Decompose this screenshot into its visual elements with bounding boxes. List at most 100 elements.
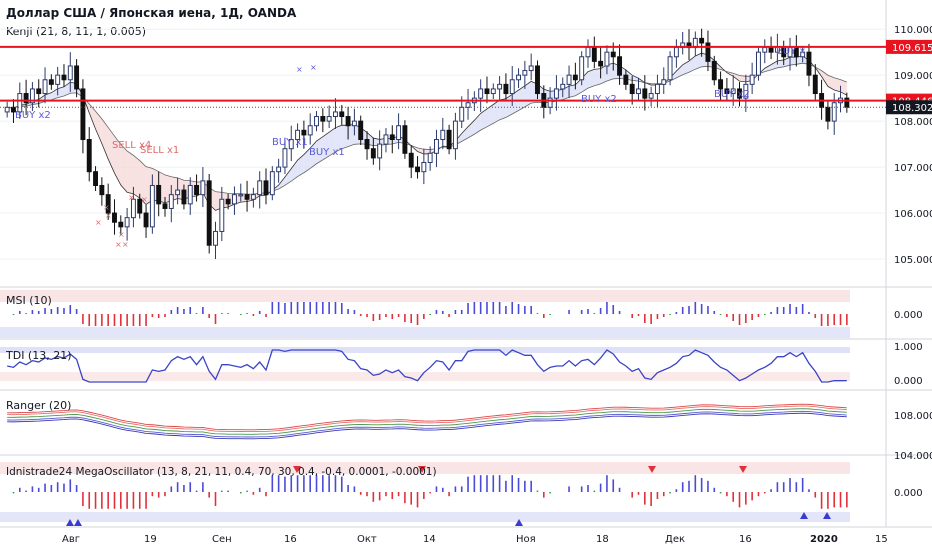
candle-body [112,212,117,223]
slow-ma-line [7,62,847,195]
candle-body [86,139,92,173]
candle-body [383,134,389,145]
candle-body [213,230,218,246]
signal-label-8: BUY x [776,46,805,57]
mega-upper-band [0,462,850,474]
candle-body [831,102,837,122]
candle-body [484,88,490,95]
cloud-segment [322,132,330,160]
candle-body [206,180,212,246]
candle-body [806,51,812,76]
mega-buy-triangle [800,512,808,519]
signal-cross-marker: × [141,195,148,204]
candle-body [762,47,768,53]
candle-body [800,51,806,58]
indicator-panels [0,290,850,526]
mega-sell-triangle [648,466,656,473]
tdi-level-1: 1.000 [894,342,923,353]
candle-body [314,116,319,127]
candle-body [705,42,711,62]
candle-body [654,83,660,95]
candle-body [99,184,105,196]
candle-body [93,171,99,186]
cloud-segment [348,124,355,147]
candle-body [497,83,503,90]
candle-body [389,134,395,141]
candle-body [547,97,553,108]
candle-body [118,221,124,228]
cloud-segment [512,90,519,115]
candle-body [718,79,724,90]
msi-title: MSI (10) [6,294,52,307]
candle-body [459,106,465,122]
cloud-segment [284,168,292,186]
cloud-segment [569,84,576,98]
signal-cross-marker: × [105,211,112,220]
mega-lower-band [0,512,850,522]
cloud-segment [682,60,690,75]
msi-upper-band [0,290,850,302]
tdi-title: TDI (13, 21) [5,349,72,362]
cloud-segment [133,155,140,199]
candle-body [743,83,749,99]
cloud-segment [821,70,828,87]
cloud-segment [95,111,102,144]
cloud-segment [790,57,797,66]
cloud-segment [329,127,336,156]
candle-body [370,148,376,159]
price-axis[interactable] [886,0,932,527]
cloud-segment [606,63,614,82]
candle-body [434,139,439,154]
cloud-segment [291,160,298,182]
candle-body [130,198,136,219]
candle-body [339,111,345,118]
candle-body [4,106,10,113]
candle-body [825,106,831,122]
candle-body [301,129,307,136]
x-tick-aug: Авг [62,534,80,545]
candle-body [812,74,818,95]
mega-buy-triangle [74,519,82,526]
candle-body [755,51,761,76]
mega-buy-triangle [515,519,523,526]
signal-label-1: BUY x2 [15,110,51,121]
cloud-segment [587,69,595,89]
candle-body [250,194,256,200]
cloud-segment [114,136,121,186]
candle-body [269,171,275,196]
mega-oscillator-level-0: 0.000 [894,488,923,499]
mega-oscillator-title: Idnistrade24 MegaOscillator (13, 8, 21, … [6,466,437,478]
mega-sell-triangle [739,466,747,473]
candle-body [427,152,433,163]
time-axis[interactable]: Авг 19 Сен 16 Окт 14 Ноя 18 Дек 16 2020 … [62,534,888,545]
candle-body [617,56,623,76]
ranger-band-line [7,405,847,433]
candle-body [23,93,29,104]
x-tick-dec: Дек [665,534,685,545]
candle-body [591,47,597,62]
candle-body [225,198,231,205]
resistance-upper-tag: 109.615 [886,39,932,54]
signal-label-3: SELL x1 [140,145,179,156]
candle-body [522,70,528,76]
candle-body [276,166,282,173]
candle-body [711,60,717,81]
price-tick-3: 107.000 [894,163,932,174]
candle-body [408,152,414,168]
candle-body [29,88,35,104]
cloud-segment [600,64,607,84]
candle-body [465,102,471,108]
candle-body [623,74,629,85]
candle-body [478,88,484,99]
x-tick-18n: 18 [596,534,609,545]
cloud-segment [676,64,683,78]
cloud-segment [480,108,487,131]
last-price-value: 108.302 [892,103,932,114]
candle-body [74,65,80,90]
signal-label-2: SELL x4 [112,140,151,151]
candle-body [661,79,667,85]
cloud-segment [632,75,639,82]
candlestick-series [4,28,850,260]
cloud-segment [341,125,349,149]
